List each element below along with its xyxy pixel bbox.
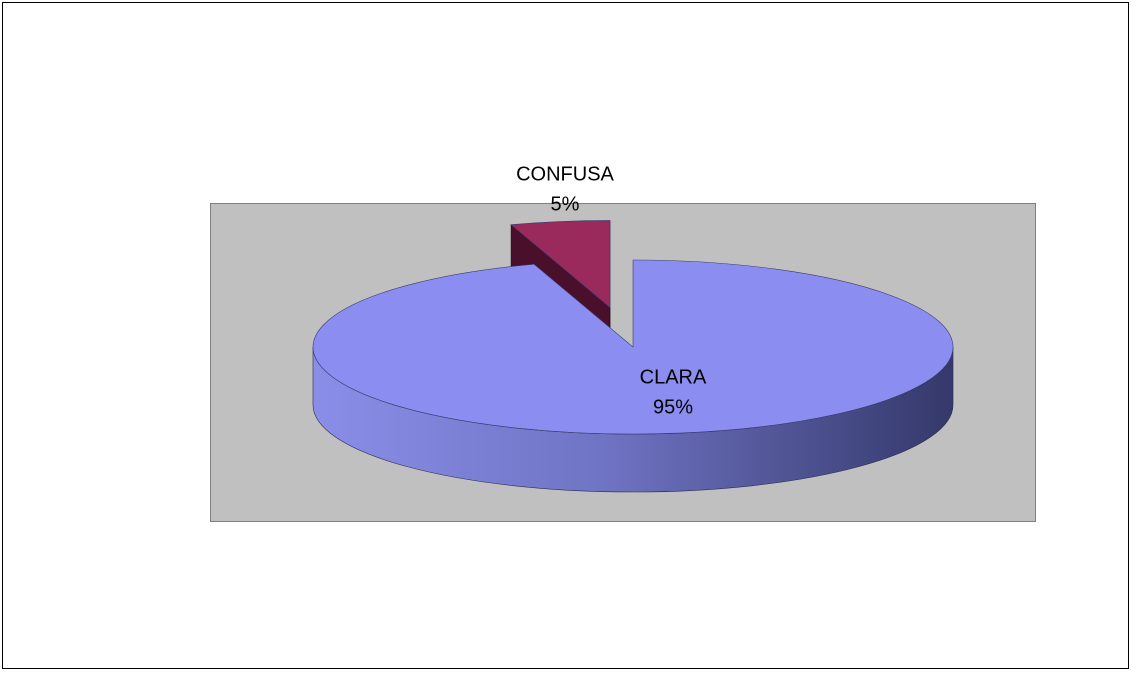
slice-value-label: 95% (653, 396, 693, 418)
pie-slice (312, 259, 954, 435)
slice-value-label: 5% (551, 193, 580, 215)
slice-category-label: CLARA (640, 366, 707, 388)
pie-slice (510, 220, 611, 309)
slice-category-label: CONFUSA (516, 163, 614, 185)
